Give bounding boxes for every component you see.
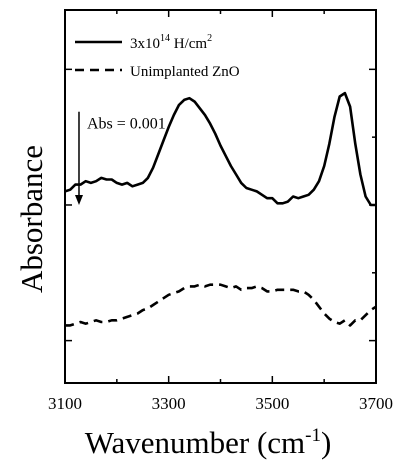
scale-annotation: Abs = 0.001 [74,111,166,205]
series-layer [64,91,377,327]
y-axis-title: Absorbance [14,145,49,293]
x-tick-label: 3700 [359,394,393,413]
x-axis-title-close: ) [321,425,331,460]
x-tick-label: 3500 [255,394,289,413]
legend-label-unimplanted: Unimplanted ZnO [130,64,240,80]
x-tick-labels: 3100 3300 3500 3700 [48,394,393,413]
legend-label-implanted: 3x1014 H/cm2 [130,33,212,52]
x-tick-label: 3100 [48,394,82,413]
x-axis-title-sup: -1 [305,425,321,446]
series-unimplanted-line [65,283,377,327]
x-axis-title: Wavenumber (cm-1) [85,425,332,460]
x-axis-title-main: Wavenumber (cm [85,425,305,460]
scale-annotation-label: Abs = 0.001 [87,116,166,133]
scale-arrow-head [74,194,83,205]
legend: 3x1014 H/cm2 Unimplanted ZnO [75,33,240,80]
x-tick-label: 3300 [152,394,186,413]
axis-ticks [64,10,377,383]
series-implanted-line [64,91,376,207]
